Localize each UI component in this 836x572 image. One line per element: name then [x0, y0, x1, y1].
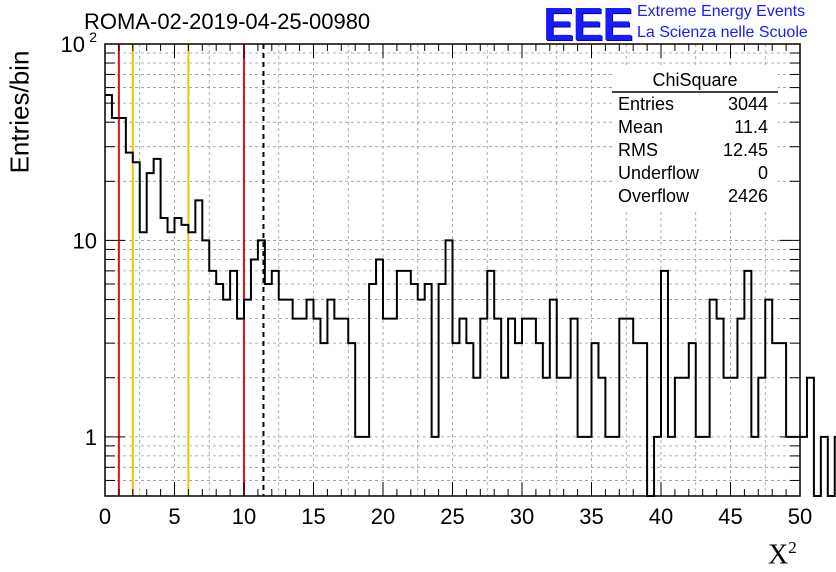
- logo-line-1: Extreme Energy Events: [637, 3, 806, 20]
- stats-row-value: 12.45: [723, 140, 768, 160]
- x-tick-label: 5: [168, 504, 180, 529]
- x-tick-label: 40: [649, 504, 673, 529]
- stats-row-label: Overflow: [618, 186, 690, 206]
- x-axis-label: X2: [768, 538, 797, 571]
- y-tick-label: 1: [85, 425, 97, 450]
- stats-row-value: 0: [758, 163, 768, 183]
- stats-row-value: 2426: [728, 186, 768, 206]
- x-tick-label: 45: [718, 504, 742, 529]
- x-tick-label: 20: [371, 504, 395, 529]
- stats-box-title: ChiSquare: [652, 70, 737, 90]
- x-tick-label: 15: [301, 504, 325, 529]
- eee-logo: EEE: [543, 0, 633, 50]
- x-tick-label: 0: [99, 504, 111, 529]
- x-tick-label: 10: [232, 504, 256, 529]
- x-tick-label: 25: [440, 504, 464, 529]
- stats-row-label: Mean: [618, 117, 663, 137]
- y-tick-exponent: 2: [89, 29, 97, 45]
- x-axis-label-exponent: 2: [788, 538, 797, 557]
- stats-row-label: Entries: [618, 94, 674, 114]
- chart-title: ROMA-02-2019-04-25-00980: [84, 9, 371, 34]
- stats-row-label: Underflow: [618, 163, 700, 183]
- x-tick-label: 35: [579, 504, 603, 529]
- x-axis-label-symbol: X: [768, 539, 789, 571]
- stats-box: ChiSquare Entries 3044 Mean 11.4 RMS 12.45 Unde…: [612, 66, 778, 211]
- stats-box-background: [612, 66, 778, 211]
- stats-row-value: 11.4: [734, 117, 768, 137]
- histogram-outline: [105, 94, 836, 497]
- y-tick-label: 10: [73, 228, 97, 253]
- stats-row-label: RMS: [618, 140, 658, 160]
- x-tick-label: 30: [510, 504, 534, 529]
- logo-line-2: La Scienza nelle Scuole: [637, 24, 808, 41]
- reference-lines: [117, 44, 265, 496]
- stats-row-value: 3044: [728, 94, 768, 114]
- y-tick-label: 10: [61, 32, 85, 57]
- x-tick-label: 50: [788, 504, 812, 529]
